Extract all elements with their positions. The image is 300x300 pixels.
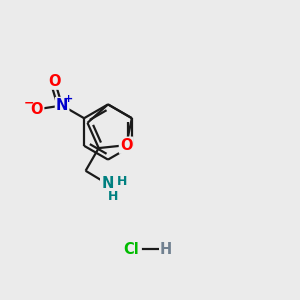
Text: Cl: Cl [124, 242, 140, 256]
Text: N: N [56, 98, 68, 113]
Text: H: H [160, 242, 172, 256]
Text: N: N [101, 176, 114, 191]
Text: O: O [49, 74, 61, 89]
Text: H: H [108, 190, 118, 203]
Text: O: O [120, 138, 132, 153]
Text: +: + [64, 94, 73, 104]
Text: H: H [117, 175, 127, 188]
Text: −: − [23, 96, 34, 109]
Text: O: O [31, 102, 43, 117]
